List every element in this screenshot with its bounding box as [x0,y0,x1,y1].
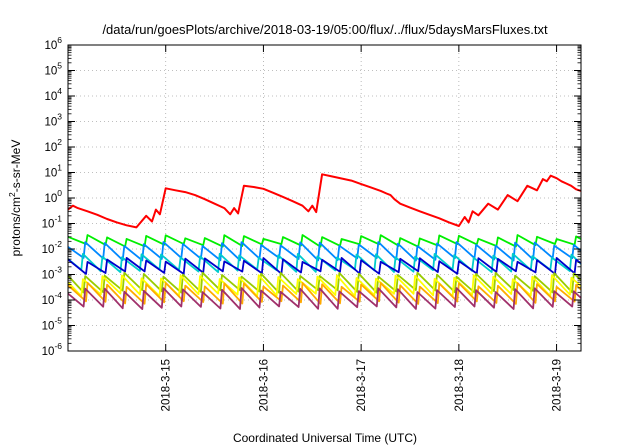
flux-band-line [67,257,582,275]
y-axis-label: protons/cm2-s-sr-MeV [7,140,23,257]
x-tick-label: 2018-3-17 [356,359,368,411]
y-tick-label: 106 [44,35,62,52]
chart-title: /data/run/goesPlots/archive/2018-03-19/0… [102,22,548,37]
flux-band-line [67,241,582,262]
flux-band-line [67,234,582,248]
flux-band-line [67,274,582,298]
x-axis-label: Coordinated Universal Time (UTC) [233,431,417,445]
x-tick-label: 2018-3-18 [454,359,466,411]
y-tick-label: 10-2 [42,239,63,256]
y-tick-label: 105 [44,61,62,78]
x-tick-label: 2018-3-15 [161,359,173,411]
x-tick-label: 2018-3-19 [552,359,564,411]
y-tick-label: 10-1 [42,214,63,231]
x-axis: 2018-3-15 2018-3-16 2018-3-17 2018-3-18 2018… [161,45,564,411]
y-axis: 10-6 10-5 10-4 10-3 10-2 10-1 100 101 102 103 104 1… [42,35,581,358]
plot-area-series [67,173,582,310]
y-tick-label: 10-5 [42,316,63,333]
flux-series-line [67,173,582,229]
grid [68,45,581,351]
y-tick-label: 10-6 [42,341,63,358]
y-tick-label: 100 [44,188,62,205]
flux-band-line [67,287,582,310]
y-tick-label: 10-4 [42,290,63,307]
y-tick-label: 103 [44,112,62,129]
y-tick-label: 104 [44,86,62,103]
x-tick-label: 2018-3-16 [258,359,270,411]
y-tick-label: 10-3 [42,265,63,282]
flux-band-line [67,271,582,294]
flux-band-line [67,281,582,305]
y-tick-label: 102 [44,137,62,154]
y-tick-label: 101 [44,163,62,180]
